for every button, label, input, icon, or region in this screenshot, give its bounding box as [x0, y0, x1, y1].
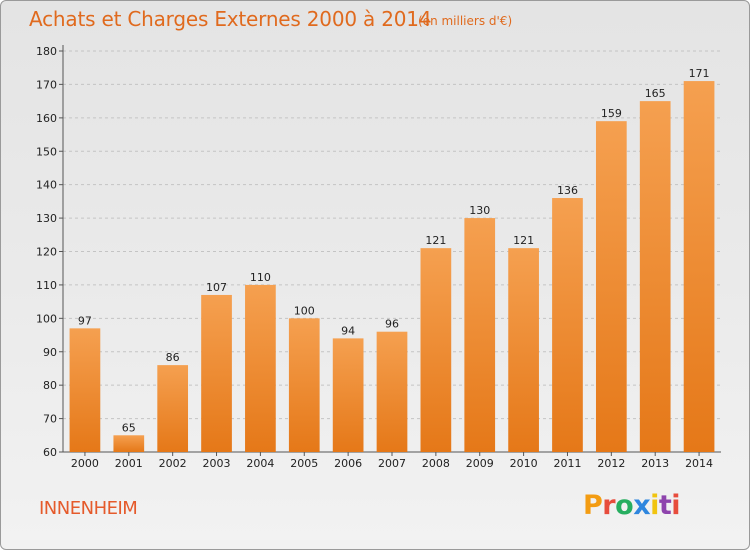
proxiti-logo[interactable]: Proxiti [583, 490, 681, 521]
x-tick-label: 2013 [641, 457, 669, 470]
logo-letter: P [583, 490, 603, 521]
x-tick-label: 2014 [685, 457, 713, 470]
bar-2002 [157, 365, 189, 452]
logo-letter: i [650, 490, 659, 521]
x-tick-label: 2008 [422, 457, 450, 470]
x-tick-label: 2011 [553, 457, 581, 470]
x-tick-label: 2002 [159, 457, 187, 470]
x-tick-label: 2010 [510, 457, 538, 470]
bar-2003 [201, 294, 232, 452]
x-tick-label: 2012 [597, 457, 625, 470]
value-label: 121 [513, 234, 534, 247]
value-label: 94 [341, 324, 355, 337]
y-tick-label: 70 [43, 413, 57, 426]
logo-letter: i [671, 490, 681, 521]
bar-2009 [464, 218, 496, 452]
logo-letter: o [615, 490, 634, 521]
value-labels: 97 65 86 107 110 100 94 96 121 130 121 136 159 165 171 [78, 67, 710, 434]
value-label: 96 [385, 318, 399, 331]
value-label: 165 [645, 87, 666, 100]
y-tick-label: 100 [36, 312, 57, 325]
y-tick-label: 80 [43, 379, 57, 392]
x-tick-label: 2007 [378, 457, 406, 470]
y-tick-label: 140 [36, 179, 57, 192]
bar-2001 [113, 435, 145, 452]
x-tick-label: 2009 [466, 457, 494, 470]
value-label: 171 [689, 67, 710, 80]
bar-2010 [508, 248, 539, 452]
value-label: 136 [557, 184, 578, 197]
bar-2013 [639, 101, 671, 452]
y-tick-label: 60 [43, 446, 57, 459]
value-label: 100 [294, 304, 315, 317]
value-label: 107 [206, 281, 227, 294]
bar-2004 [245, 284, 276, 452]
chart-subtitle: (en milliers d'€) [418, 14, 513, 28]
bar-2014 [683, 81, 715, 452]
bar-2005 [288, 318, 320, 452]
value-label: 97 [78, 314, 92, 327]
x-tick-label: 2004 [246, 457, 274, 470]
value-label: 86 [166, 351, 180, 364]
y-tick-label: 130 [36, 212, 57, 225]
value-label: 130 [469, 204, 490, 217]
bar-2007 [376, 331, 408, 452]
x-tick-label: 2006 [334, 457, 362, 470]
y-tick-label: 120 [36, 246, 57, 259]
x-tick-label: 2005 [290, 457, 318, 470]
x-tick-label: 2003 [203, 457, 231, 470]
bar-2012 [595, 121, 627, 453]
y-tick-label: 150 [36, 145, 57, 158]
bar-2000 [69, 328, 101, 452]
chart-title: Achats et Charges Externes 2000 à 2014 [29, 7, 432, 31]
y-tick-label: 160 [36, 112, 57, 125]
value-label: 110 [250, 271, 271, 284]
bar-2008 [420, 248, 452, 452]
logo-letter: t [658, 490, 672, 521]
place-name: INNENHEIM [39, 498, 138, 519]
y-tick-label: 110 [36, 279, 57, 292]
x-tick-label: 2000 [71, 457, 99, 470]
logo-letter: x [633, 490, 651, 521]
y-tick-label: 90 [43, 346, 57, 359]
axes: 60 70 80 90 100 110 120 130 140 150 160 170 180 2000 2… [36, 45, 721, 470]
y-tick-label: 170 [36, 78, 57, 91]
value-label: 65 [122, 421, 136, 434]
y-tick-label: 180 [36, 45, 57, 58]
bars [69, 81, 715, 453]
logo-letter: r [602, 490, 616, 521]
value-label: 159 [601, 107, 622, 120]
value-label: 121 [425, 234, 446, 247]
bar-2011 [552, 198, 583, 452]
x-tick-label: 2001 [115, 457, 143, 470]
bar-2006 [332, 338, 364, 452]
